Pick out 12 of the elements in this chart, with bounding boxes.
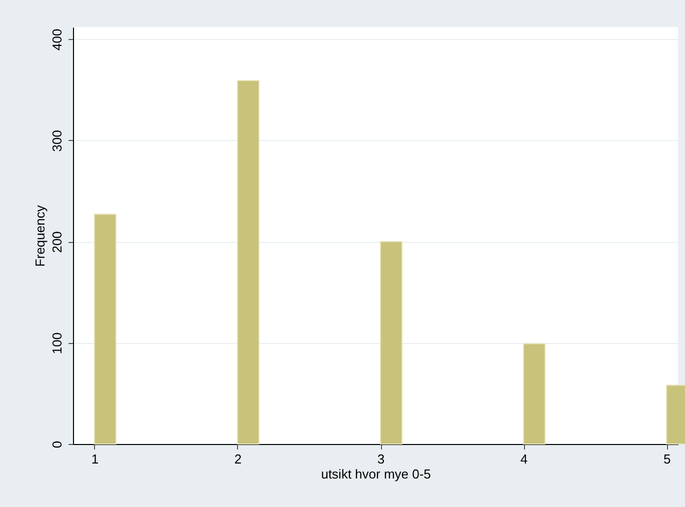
y-tick-label: 100 bbox=[50, 332, 64, 354]
y-axis-title: Frequency bbox=[32, 204, 48, 267]
y-tick-label: 400 bbox=[50, 28, 64, 50]
y-tick-label: 200 bbox=[50, 231, 64, 253]
x-tick-label: 2 bbox=[234, 452, 242, 466]
y-tick-label: 0 bbox=[50, 440, 64, 448]
y-tick-label: 300 bbox=[50, 130, 64, 152]
x-tick-label: 1 bbox=[91, 452, 99, 466]
x-tick-label: 4 bbox=[520, 452, 528, 466]
x-axis-title: utsikt hvor mye 0-5 bbox=[321, 466, 431, 482]
x-tick-label: 3 bbox=[377, 452, 385, 466]
x-tick-label: 5 bbox=[663, 452, 671, 466]
